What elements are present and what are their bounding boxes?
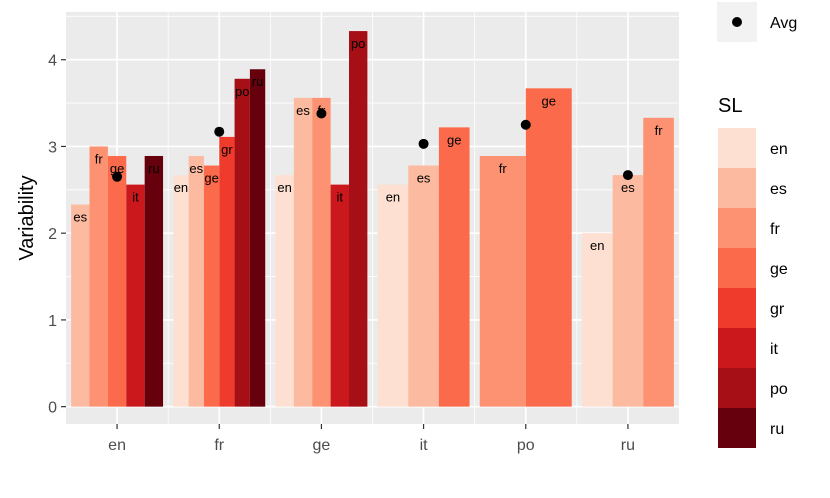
bar-label-ge-es: es [296, 103, 310, 118]
y-tick-label: 1 [48, 313, 57, 330]
bar-ge-it [330, 184, 350, 407]
bar-label-en-it: it [132, 190, 139, 205]
bar-it-ge [438, 127, 470, 407]
bars: esfrgeitruenesgegrporuenesfritpoenesgefr… [71, 31, 674, 407]
avg-points [112, 108, 633, 182]
bar-ru-fr [643, 117, 674, 407]
legend-key-ge [718, 248, 756, 288]
legend-label-fr: fr [770, 221, 780, 238]
bar-ge-fr [312, 97, 331, 407]
bar-label-fr-ru: ru [252, 74, 264, 89]
bar-en-ru [144, 155, 164, 407]
bar-label-ge-po: po [351, 36, 365, 51]
legend-label-ru: ru [770, 421, 784, 438]
bar-label-en-ge: ge [110, 161, 124, 176]
legend-key-es [718, 168, 756, 208]
avg-point-ru [622, 170, 633, 181]
y-tick-label: 3 [48, 139, 57, 156]
avg-point-po [520, 119, 531, 130]
bar-label-ru-en: en [590, 238, 604, 253]
y-tick-label: 0 [48, 400, 57, 417]
bar-ru-en [581, 233, 613, 407]
legend-key-it [718, 328, 756, 368]
bar-it-en [377, 184, 409, 407]
bar-fr-ge [203, 165, 220, 407]
y-tick-label: 4 [48, 53, 57, 70]
bar-fr-en [173, 175, 189, 407]
bar-ge-es [293, 97, 313, 407]
x-tick-label-en: en [108, 437, 126, 454]
bar-ru-es [612, 175, 644, 407]
avg-point-it [418, 138, 429, 149]
bar-fr-ru [249, 69, 266, 407]
bar-label-en-es: es [73, 210, 87, 225]
bar-label-en-ru: ru [148, 161, 160, 176]
x-tick-label-po: po [517, 437, 535, 454]
avg-point-fr [214, 126, 225, 137]
y-axis: 0 1 2 3 4 [48, 53, 66, 417]
bar-label-ge-en: en [277, 180, 291, 195]
bar-label-it-es: es [417, 171, 431, 186]
x-tick-label-it: it [420, 437, 429, 454]
legend-label-po: po [770, 381, 788, 398]
bar-label-it-en: en [386, 190, 400, 205]
bar-label-po-ge: ge [542, 93, 556, 108]
avg-legend-dot [732, 17, 742, 27]
legend: Avg SL en es fr ge gr it po ru [717, 2, 797, 448]
legend-key-en [718, 128, 756, 168]
bar-label-ge-it: it [337, 190, 344, 205]
legend-label-es: es [770, 181, 787, 198]
x-axis: en fr ge it po ru [108, 424, 635, 454]
bar-label-ru-fr: fr [655, 123, 664, 138]
x-tick-label-ge: ge [313, 437, 331, 454]
sl-legend-items: en es fr ge gr it po ru [718, 128, 788, 448]
legend-key-po [718, 368, 756, 408]
bar-label-po-fr: fr [499, 161, 508, 176]
bar-label-it-ge: ge [447, 132, 461, 147]
legend-label-ge: ge [770, 261, 788, 278]
x-tick-label-fr: fr [214, 437, 224, 454]
bar-label-fr-en: en [174, 180, 188, 195]
bar-en-ge [107, 155, 127, 407]
avg-point-en [112, 171, 123, 182]
bar-label-fr-po: po [235, 84, 249, 99]
bar-ge-en [275, 175, 294, 407]
bar-en-fr [89, 146, 108, 407]
legend-key-fr [718, 208, 756, 248]
bar-label-fr-gr: gr [221, 142, 233, 157]
legend-label-en: en [770, 141, 788, 158]
bar-it-es [408, 165, 439, 407]
legend-label-gr: gr [770, 301, 785, 318]
avg-point-ge [316, 108, 327, 119]
y-tick-label: 2 [48, 226, 57, 243]
bar-po-ge [525, 88, 572, 407]
legend-key-gr [718, 288, 756, 328]
x-tick-label-ru: ru [621, 437, 635, 454]
y-axis-title: Variability [16, 175, 38, 260]
bar-en-it [126, 184, 145, 407]
bar-en-es [71, 204, 90, 407]
legend-key-ru [718, 408, 756, 448]
bar-po-fr [479, 155, 526, 407]
bar-label-ru-es: es [621, 180, 635, 195]
bar-fr-es [188, 155, 204, 407]
bar-label-en-fr: fr [95, 151, 104, 166]
sl-legend-title: SL [718, 95, 742, 117]
minor-gridlines [66, 12, 679, 424]
bar-label-fr-es: es [189, 161, 203, 176]
legend-label-it: it [770, 341, 779, 358]
bar-fr-po [234, 78, 250, 407]
avg-legend-label: Avg [770, 15, 797, 32]
bar-ge-po [349, 31, 368, 407]
bar-fr-gr [219, 136, 235, 407]
bar-label-fr-ge: ge [204, 171, 218, 186]
